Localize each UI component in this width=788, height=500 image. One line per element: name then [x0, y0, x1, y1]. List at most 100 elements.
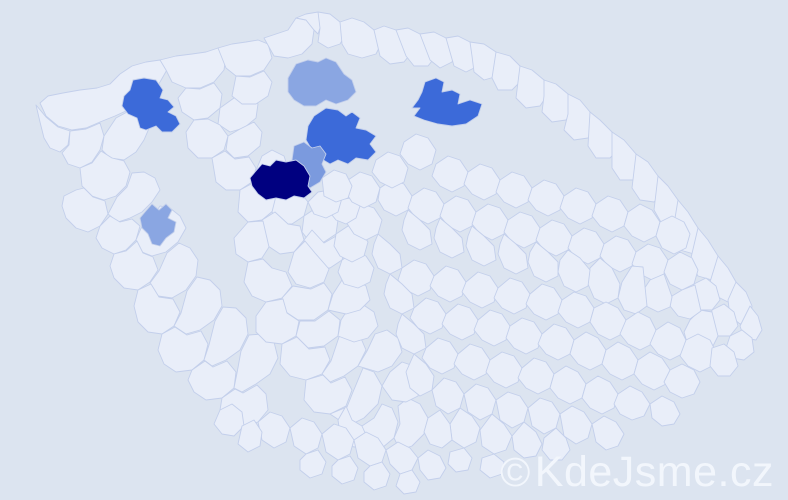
district-base[interactable] [496, 392, 528, 428]
district-base[interactable] [110, 241, 158, 290]
district-base[interactable] [372, 152, 408, 188]
district-base[interactable] [214, 404, 244, 436]
district-base[interactable] [318, 12, 346, 48]
district-base[interactable] [372, 234, 402, 274]
district-base[interactable] [204, 307, 248, 366]
district-base[interactable] [304, 375, 352, 414]
district-base[interactable] [538, 324, 574, 360]
district-base[interactable] [432, 378, 464, 414]
highlighted-region-northwest-blue[interactable] [122, 78, 180, 132]
district-base[interactable] [36, 105, 70, 152]
district-base[interactable] [582, 376, 618, 414]
district-base[interactable] [498, 234, 528, 274]
district-base[interactable] [322, 330, 366, 382]
district-base[interactable] [264, 18, 314, 58]
district-base[interactable] [542, 428, 570, 460]
district-base[interactable] [108, 172, 160, 222]
district-base[interactable] [288, 241, 329, 288]
district-base[interactable] [430, 266, 466, 302]
district-base[interactable] [670, 285, 701, 319]
district-base[interactable] [448, 448, 472, 472]
district-base[interactable] [396, 470, 420, 494]
district-base[interactable] [486, 352, 522, 388]
district-base[interactable] [464, 384, 496, 420]
district-base[interactable] [332, 456, 358, 484]
district-base[interactable] [296, 311, 340, 348]
district-base[interactable] [424, 410, 452, 448]
district-base[interactable] [740, 306, 762, 340]
district-base[interactable] [442, 304, 478, 340]
highlighted-region-west-light[interactable] [140, 204, 176, 246]
district-base[interactable] [614, 386, 650, 420]
district-base[interactable] [516, 66, 548, 108]
highlighted-region-central-dark[interactable] [250, 160, 312, 200]
district-base[interactable] [218, 40, 272, 76]
district-base[interactable] [174, 277, 222, 334]
district-base[interactable] [462, 272, 498, 308]
district-base[interactable] [570, 332, 606, 370]
district-base[interactable] [160, 48, 226, 88]
district-base[interactable] [354, 432, 386, 466]
district-base[interactable] [322, 424, 354, 460]
district-base[interactable] [618, 266, 647, 314]
district-base[interactable] [592, 196, 628, 232]
district-base[interactable] [234, 221, 269, 262]
district-base[interactable] [480, 414, 512, 454]
district-base[interactable] [62, 188, 108, 232]
district-base[interactable] [454, 344, 490, 380]
district-base[interactable] [710, 344, 738, 376]
district-base[interactable] [256, 299, 299, 344]
district-base[interactable] [386, 442, 418, 474]
district-base[interactable] [528, 180, 564, 216]
district-base[interactable] [258, 412, 290, 448]
district-base[interactable] [178, 83, 222, 120]
district-base[interactable] [406, 354, 434, 396]
district-base[interactable] [526, 284, 562, 320]
district-base[interactable] [186, 119, 228, 158]
district-base[interactable] [40, 60, 168, 130]
district-base[interactable] [494, 278, 530, 314]
district-base[interactable] [592, 416, 624, 450]
district-base[interactable] [664, 364, 700, 398]
district-base[interactable] [506, 318, 542, 354]
district-base[interactable] [322, 170, 352, 202]
district-base[interactable] [418, 450, 446, 480]
district-base[interactable] [480, 454, 504, 478]
district-base[interactable] [512, 422, 542, 458]
district-base[interactable] [558, 292, 594, 328]
district-base[interactable] [542, 80, 574, 122]
district-base[interactable] [656, 216, 690, 254]
district-base[interactable] [238, 420, 262, 452]
district-base[interactable] [402, 210, 432, 250]
district-base[interactable] [300, 450, 326, 478]
district-base[interactable] [550, 366, 586, 404]
district-base[interactable] [280, 337, 330, 380]
highlighted-region-north-central-light[interactable] [288, 58, 356, 106]
district-base[interactable] [410, 298, 446, 334]
district-base[interactable] [642, 274, 672, 312]
district-base[interactable] [560, 188, 596, 224]
district-base[interactable] [422, 338, 458, 374]
district-base[interactable] [434, 218, 464, 258]
district-base[interactable] [496, 172, 532, 208]
district-base[interactable] [432, 156, 468, 192]
highlighted-region-northeast-blue[interactable] [412, 78, 482, 126]
district-base[interactable] [400, 134, 436, 170]
district-base[interactable] [558, 250, 590, 292]
district-base[interactable] [474, 310, 510, 346]
district-base[interactable] [492, 52, 522, 90]
district-base[interactable] [232, 71, 272, 104]
district-base[interactable] [62, 123, 104, 168]
district-base[interactable] [466, 226, 496, 266]
district-base[interactable] [602, 342, 638, 380]
district-base[interactable] [564, 94, 596, 140]
district-base[interactable] [150, 243, 198, 298]
district-base[interactable] [528, 242, 558, 282]
district-base[interactable] [650, 396, 680, 426]
district-base[interactable] [364, 462, 390, 490]
district-base[interactable] [528, 398, 560, 434]
district-base[interactable] [290, 418, 322, 454]
district-base[interactable] [226, 122, 262, 158]
district-base[interactable] [518, 358, 554, 394]
district-base[interactable] [464, 164, 500, 200]
